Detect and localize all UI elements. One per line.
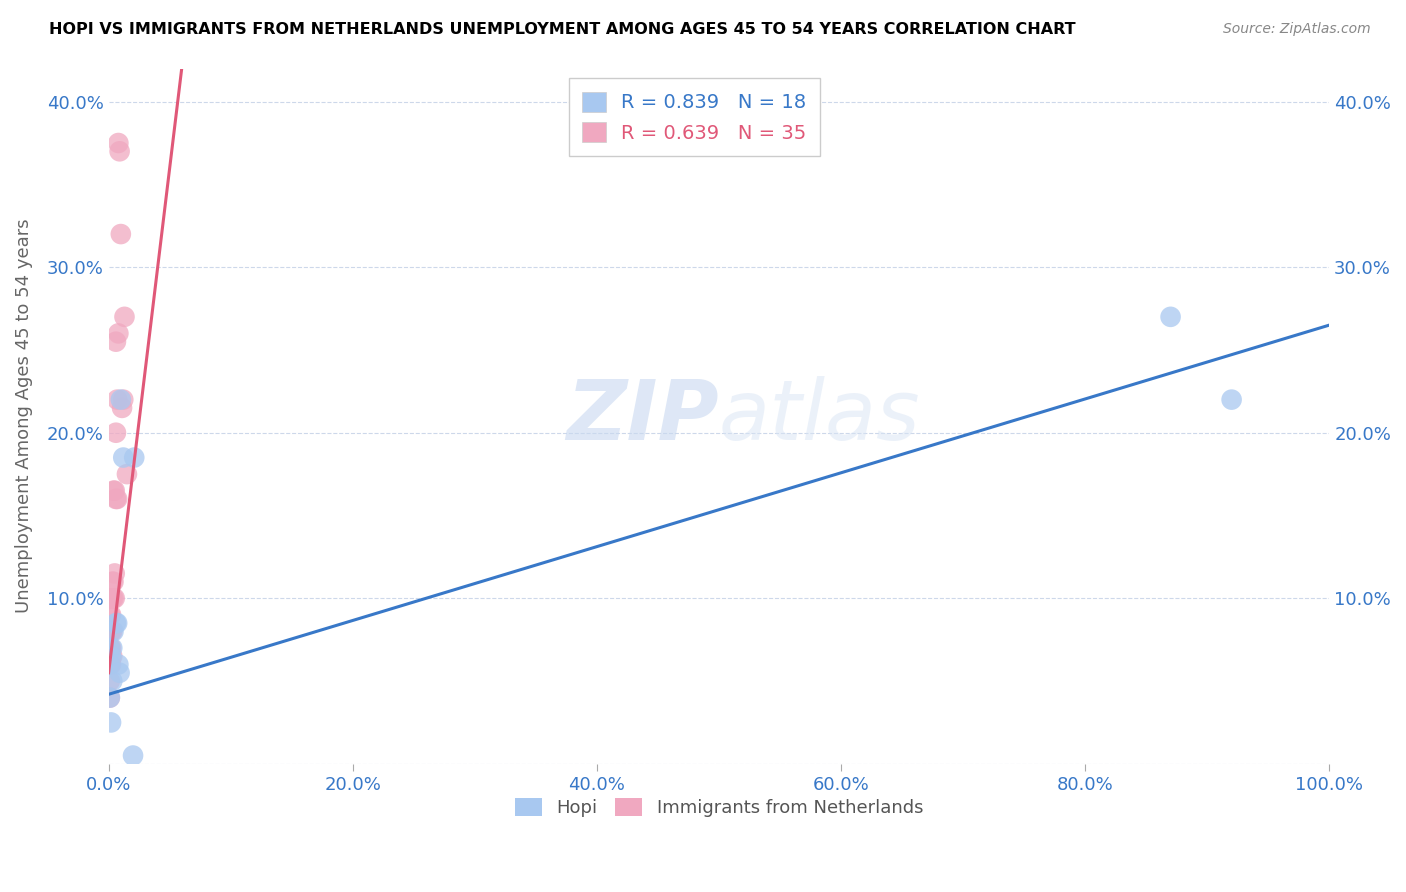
Point bbox=[100, 715, 122, 730]
Point bbox=[98, 607, 121, 622]
Point bbox=[107, 136, 129, 150]
Point bbox=[107, 326, 129, 341]
Point bbox=[98, 674, 121, 689]
Point bbox=[114, 310, 136, 324]
Point bbox=[98, 624, 121, 639]
Point bbox=[105, 491, 128, 506]
Text: HOPI VS IMMIGRANTS FROM NETHERLANDS UNEMPLOYMENT AMONG AGES 45 TO 54 YEARS CORRE: HOPI VS IMMIGRANTS FROM NETHERLANDS UNEM… bbox=[49, 22, 1076, 37]
Point bbox=[1220, 392, 1243, 407]
Point bbox=[100, 591, 122, 606]
Point bbox=[104, 616, 127, 631]
Point bbox=[104, 566, 127, 581]
Point bbox=[101, 640, 124, 655]
Point bbox=[115, 467, 138, 482]
Point bbox=[98, 640, 121, 655]
Text: ZIP: ZIP bbox=[567, 376, 718, 457]
Point bbox=[98, 657, 121, 672]
Y-axis label: Unemployment Among Ages 45 to 54 years: Unemployment Among Ages 45 to 54 years bbox=[15, 219, 32, 614]
Point bbox=[104, 491, 127, 506]
Point bbox=[104, 591, 127, 606]
Text: atlas: atlas bbox=[718, 376, 921, 457]
Point bbox=[98, 690, 121, 705]
Point bbox=[98, 640, 121, 655]
Point bbox=[100, 607, 122, 622]
Point bbox=[101, 649, 124, 664]
Point bbox=[100, 640, 122, 655]
Text: Source: ZipAtlas.com: Source: ZipAtlas.com bbox=[1223, 22, 1371, 37]
Point bbox=[110, 227, 132, 241]
Point bbox=[108, 665, 131, 680]
Point bbox=[122, 450, 145, 465]
Point bbox=[122, 748, 145, 763]
Point bbox=[1160, 310, 1182, 324]
Point bbox=[103, 624, 125, 639]
Point bbox=[112, 392, 135, 407]
Point bbox=[108, 145, 131, 159]
Point bbox=[105, 616, 128, 631]
Point bbox=[101, 574, 124, 589]
Point bbox=[101, 674, 124, 689]
Legend: Hopi, Immigrants from Netherlands: Hopi, Immigrants from Netherlands bbox=[508, 790, 931, 824]
Point bbox=[101, 624, 124, 639]
Point bbox=[111, 401, 134, 415]
Point bbox=[103, 483, 125, 498]
Point bbox=[101, 591, 124, 606]
Point bbox=[110, 392, 132, 407]
Point bbox=[103, 591, 125, 606]
Point bbox=[98, 591, 121, 606]
Point bbox=[100, 657, 122, 672]
Point bbox=[100, 649, 122, 664]
Point bbox=[98, 657, 121, 672]
Point bbox=[104, 334, 127, 349]
Point bbox=[104, 425, 127, 440]
Point bbox=[98, 690, 121, 705]
Point bbox=[100, 624, 122, 639]
Point bbox=[105, 392, 128, 407]
Point bbox=[104, 483, 127, 498]
Point bbox=[112, 450, 135, 465]
Point bbox=[103, 574, 125, 589]
Point bbox=[107, 657, 129, 672]
